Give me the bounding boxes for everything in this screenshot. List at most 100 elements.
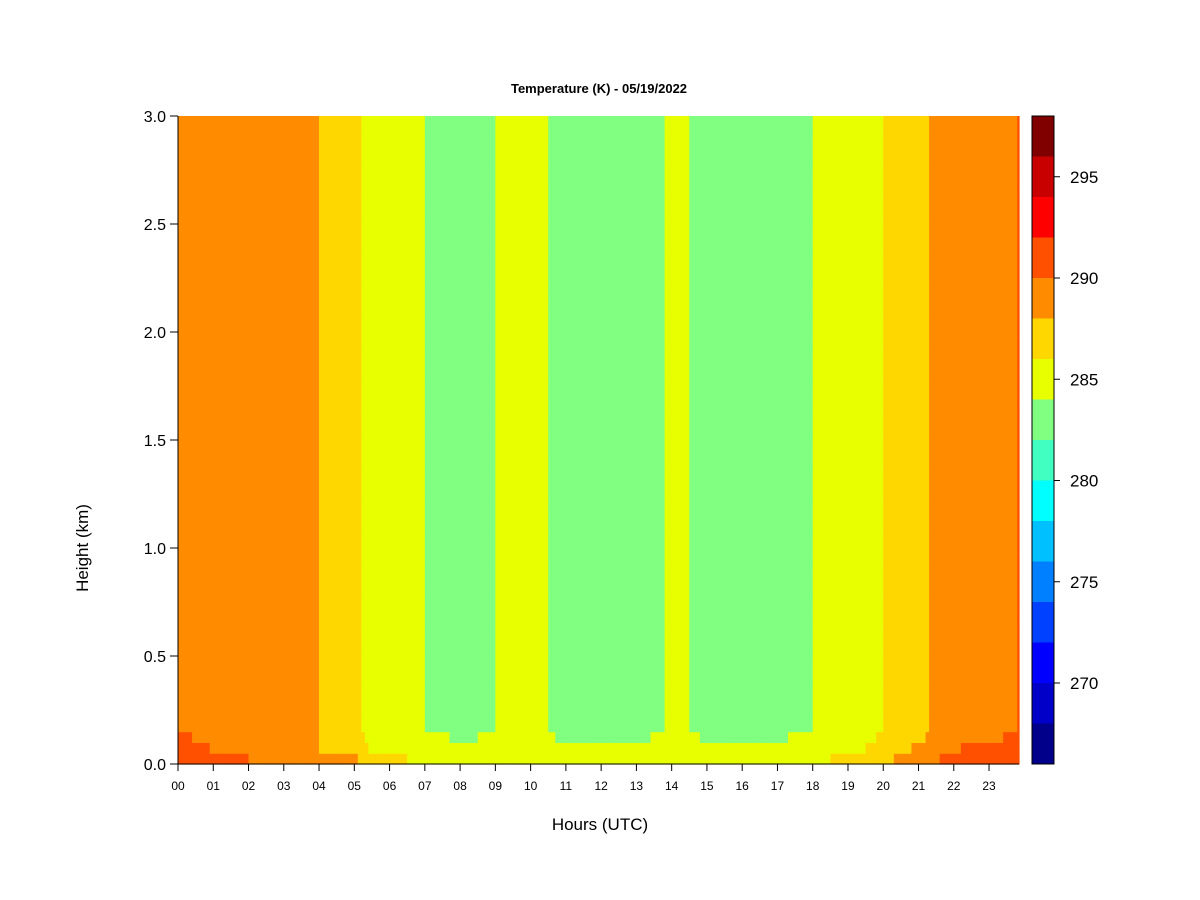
heatmap-cell	[237, 537, 243, 549]
heatmap-cell	[181, 494, 186, 506]
heatmap-cell	[297, 450, 303, 463]
heatmap-cell	[319, 332, 324, 344]
heatmap-cell	[234, 137, 239, 149]
heatmap-cell	[213, 558, 218, 571]
heatmap-cell	[322, 213, 327, 225]
heatmap-cell	[336, 656, 341, 668]
heatmap-cell	[262, 440, 267, 452]
heatmap-cell	[192, 148, 197, 160]
heatmap-cell	[252, 580, 257, 592]
heatmap-cell	[424, 321, 429, 333]
heatmap-cell	[287, 256, 292, 268]
heatmap-cell	[378, 418, 384, 430]
heatmap-cell	[403, 234, 408, 247]
heatmap-cell	[347, 472, 352, 484]
heatmap-cell	[378, 461, 384, 473]
heatmap-cell	[407, 191, 412, 203]
heatmap-cell	[393, 386, 398, 398]
heatmap-cell	[237, 461, 243, 473]
heatmap-cell	[259, 461, 264, 473]
heatmap-cell	[421, 202, 426, 214]
heatmap-cell	[386, 580, 391, 592]
heatmap-cell	[467, 148, 472, 160]
heatmap-cell	[407, 666, 412, 679]
heatmap-cell	[202, 569, 207, 581]
heatmap-cell	[407, 267, 412, 279]
heatmap-cell	[269, 580, 274, 592]
heatmap-cell	[393, 170, 398, 182]
heatmap-cell	[364, 332, 370, 344]
heatmap-cell	[276, 386, 281, 398]
heatmap-cell	[266, 245, 271, 257]
heatmap-cell	[428, 472, 433, 484]
heatmap-cell	[445, 288, 451, 301]
heatmap-cell	[378, 472, 384, 484]
heatmap-cell	[417, 677, 422, 689]
heatmap-cell	[287, 440, 292, 452]
heatmap-cell	[357, 364, 362, 376]
heatmap-cell	[389, 267, 394, 279]
heatmap-cell	[185, 342, 190, 355]
heatmap-cell	[414, 440, 419, 452]
heatmap-cell	[350, 688, 355, 700]
heatmap-cell	[199, 440, 204, 452]
heatmap-cell	[371, 472, 377, 484]
heatmap-cell	[216, 634, 221, 646]
heatmap-cell	[276, 504, 281, 517]
heatmap-cell	[262, 364, 267, 376]
heatmap-cell	[312, 342, 317, 355]
heatmap-cell	[467, 688, 472, 700]
heatmap-cell	[393, 526, 398, 538]
heatmap-cell	[354, 191, 359, 203]
heatmap-cell	[322, 278, 327, 290]
heatmap-cell	[276, 234, 281, 247]
heatmap-cell	[237, 623, 243, 635]
heatmap-cell	[237, 731, 243, 743]
heatmap-cell	[364, 170, 370, 182]
heatmap-cell	[378, 332, 384, 344]
heatmap-cell	[178, 591, 183, 603]
heatmap-cell	[340, 310, 345, 322]
heatmap-cell	[347, 321, 352, 333]
heatmap-cell	[336, 742, 341, 754]
heatmap-cell	[396, 753, 401, 765]
heatmap-cell	[322, 116, 327, 128]
heatmap-cell	[178, 288, 183, 301]
heatmap-cell	[460, 677, 465, 689]
heatmap-cell	[290, 494, 295, 506]
heatmap-cell	[322, 310, 327, 322]
heatmap-cell	[237, 666, 243, 679]
heatmap-cell	[333, 321, 338, 333]
heatmap-cell	[326, 202, 331, 214]
heatmap-cell	[393, 558, 398, 571]
heatmap-cell	[449, 332, 454, 344]
heatmap-cell	[435, 440, 440, 452]
heatmap-cell	[301, 472, 306, 484]
heatmap-cell	[407, 137, 412, 149]
heatmap-cell	[241, 386, 246, 398]
heatmap-cell	[438, 450, 444, 463]
heatmap-cell	[431, 558, 437, 571]
heatmap-cell	[382, 472, 387, 484]
heatmap-cell	[435, 245, 440, 257]
heatmap-cell	[396, 310, 401, 322]
heatmap-cell	[393, 256, 398, 268]
heatmap-cell	[227, 353, 232, 365]
heatmap-cell	[333, 612, 338, 625]
heatmap-cell	[460, 494, 465, 506]
heatmap-cell	[382, 666, 387, 679]
heatmap-cell	[410, 526, 415, 538]
heatmap-cell	[467, 612, 472, 625]
heatmap-cell	[297, 666, 303, 679]
heatmap-cell	[276, 569, 281, 581]
heatmap-cell	[431, 645, 437, 657]
heatmap-cell	[329, 461, 334, 473]
heatmap-cell	[453, 332, 458, 344]
heatmap-cell	[266, 612, 271, 625]
heatmap-cell	[445, 483, 451, 495]
heatmap-cell	[181, 580, 186, 592]
heatmap-cell	[329, 407, 334, 419]
heatmap-cell	[417, 299, 422, 311]
heatmap-cell	[223, 753, 228, 765]
heatmap-cell	[216, 267, 221, 279]
